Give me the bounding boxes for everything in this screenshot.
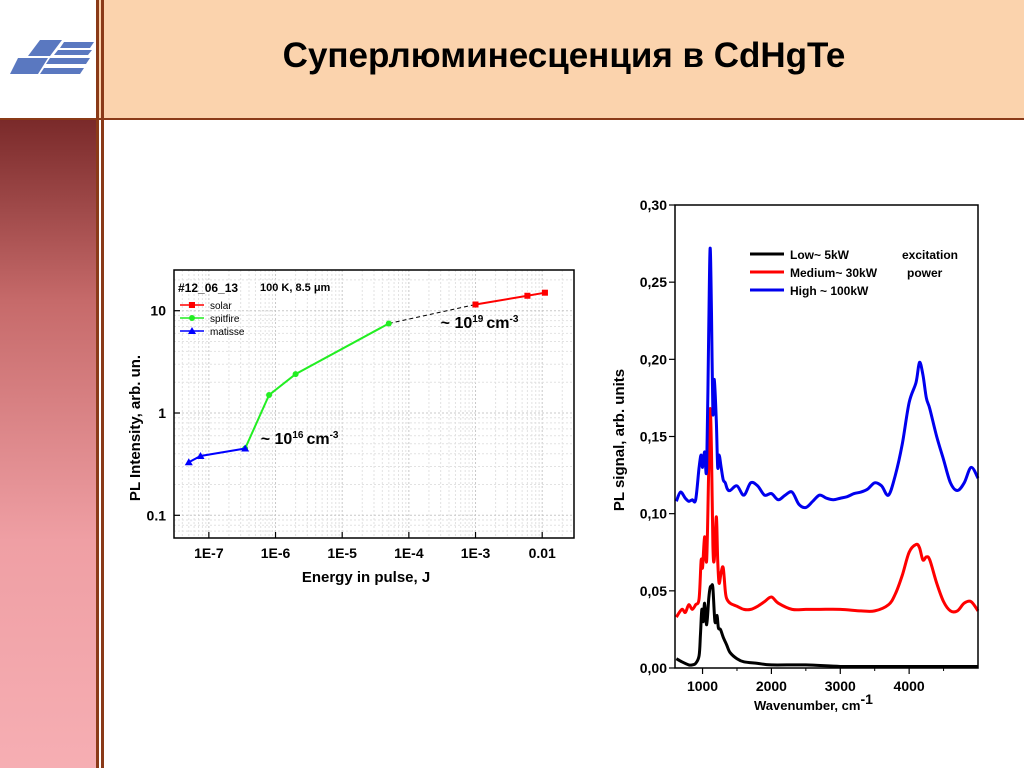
logo — [0, 0, 96, 118]
left-decorative-bar — [0, 120, 96, 768]
legend-label-matisse: matisse — [210, 327, 245, 338]
y-axis-label: PL Intensity, arb. un. — [127, 355, 144, 501]
data-point-matisse — [196, 451, 205, 459]
legend-marker-solar — [189, 302, 195, 308]
x-tick-label: 3000 — [825, 678, 856, 694]
legend-label-spitfire: spitfire — [210, 314, 240, 325]
data-point-spitfire — [385, 320, 392, 327]
y-tick-label: 0.1 — [147, 507, 167, 523]
vertical-divider-1 — [96, 0, 99, 768]
series-line-solar — [475, 291, 546, 306]
concentration-annotation-1: ~ 1019 cm-3 — [441, 314, 519, 332]
legend-label-high-100kw: High ~ 100kW — [790, 284, 869, 298]
data-point-solar — [472, 301, 479, 308]
x-axis-label-text: Wavenumber, cm — [754, 698, 860, 713]
vertical-divider-2 — [101, 0, 104, 768]
y-axis-label: PL signal, arb. units — [611, 369, 628, 511]
x-tick-label: 1E-4 — [394, 545, 424, 561]
spectrum-line-high-100kw — [674, 246, 980, 510]
conditions-label: 100 K, 8.5 μm — [260, 282, 331, 294]
y-tick-label: 0,30 — [640, 197, 667, 213]
institute-logo-icon — [10, 40, 94, 74]
concentration-annotation-2: ~ 1016 cm-3 — [261, 430, 339, 448]
spectrum-line-medium-30kw — [675, 407, 980, 618]
pl-signal-vs-wavenumber-chart: 1000 2000 3000 4000 0,00 0,05 0,10 0,15 0,20 0,25… — [611, 197, 980, 713]
legend-label-medium-30kw: Medium~ 30kW — [790, 266, 878, 280]
data-point-solar — [524, 292, 531, 299]
dashed-connector-line — [388, 304, 476, 324]
legend-label-low-5kw: Low~ 5kW — [790, 248, 850, 262]
series-line-matisse — [188, 447, 246, 464]
x-axis-label-exponent: -1 — [860, 691, 873, 707]
x-tick-label: 1E-3 — [461, 545, 491, 561]
x-tick-label: 1000 — [687, 678, 718, 694]
slide-title: Суперлюминесценция в CdHgTe — [282, 36, 846, 75]
legend-marker-spitfire — [189, 315, 195, 321]
y-tick-label: 0,05 — [640, 583, 667, 599]
y-tick-label: 0,25 — [640, 274, 667, 290]
data-point-spitfire — [292, 371, 299, 378]
pl-intensity-vs-energy-chart: ~ 1019 cm-3 ~ 1016 cm-3 1E-7 1E-6 1E-5 1E-4 1E-… — [127, 269, 575, 586]
data-point-spitfire — [266, 391, 273, 398]
y-tick-label: 0,20 — [640, 351, 667, 367]
x-tick-label: 1E-5 — [327, 545, 357, 561]
legend-power-label: power — [907, 266, 943, 280]
sample-label: #12_06_13 — [178, 281, 238, 295]
data-point-matisse — [241, 444, 250, 452]
plot-frame — [173, 269, 575, 539]
spectrum-line-low-5kw — [675, 583, 978, 669]
series-line-spitfire — [244, 322, 390, 449]
x-tick-label: 4000 — [894, 678, 925, 694]
y-tick-label: 0,15 — [640, 429, 667, 445]
y-tick-label: 0,10 — [640, 506, 667, 522]
x-axis-label: Energy in pulse, J — [302, 569, 430, 586]
x-axis-label: Wavenumber, cm-1 — [754, 691, 873, 713]
x-tick-label: 1E-7 — [194, 545, 224, 561]
x-tick-label: 2000 — [756, 678, 787, 694]
data-point-solar — [541, 289, 548, 296]
legend-marker-matisse — [188, 327, 196, 334]
data-point-matisse — [184, 458, 193, 466]
x-tick-label: 0.01 — [529, 545, 556, 561]
legend-excitation-label: excitation — [902, 248, 958, 262]
legend-label-solar: solar — [210, 301, 232, 312]
y-tick-label: 1 — [158, 405, 166, 421]
y-tick-label: 10 — [150, 303, 166, 319]
x-tick-label: 1E-6 — [261, 545, 291, 561]
y-tick-label: 0,00 — [640, 660, 667, 676]
slide-header — [0, 0, 1024, 120]
